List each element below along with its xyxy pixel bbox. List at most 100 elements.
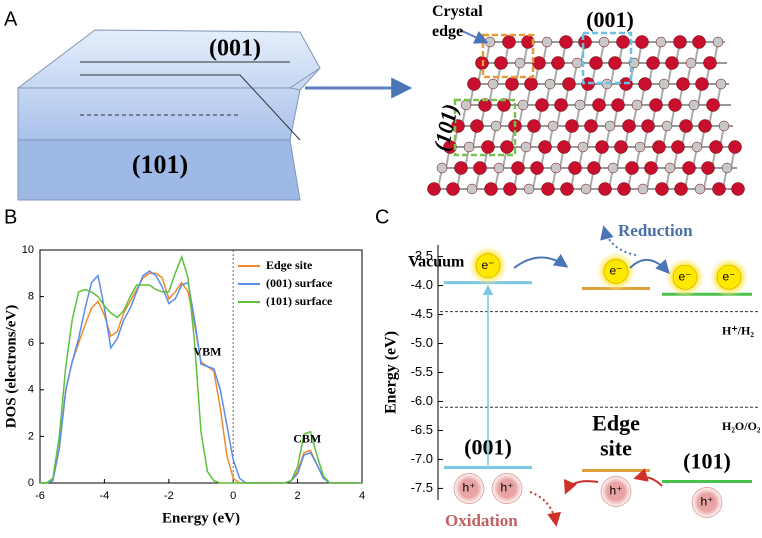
atom — [446, 182, 460, 196]
atom — [595, 140, 609, 154]
atom — [524, 77, 538, 91]
y-tick-label: -3.5 — [411, 248, 433, 263]
atom — [701, 161, 715, 175]
atom — [473, 161, 487, 175]
electron-core — [475, 253, 501, 278]
atom — [538, 140, 552, 154]
atom — [682, 161, 696, 175]
atom — [481, 140, 495, 154]
atom — [541, 36, 553, 48]
atom — [709, 140, 723, 154]
y-tick-label: -6.5 — [411, 422, 433, 437]
legend-label: (101) surface — [266, 294, 333, 308]
y-tick-label: -4.0 — [411, 277, 433, 292]
y-tick-label: -4.5 — [411, 306, 433, 321]
hole-label: h⁺ — [700, 495, 713, 509]
atom — [631, 99, 643, 111]
atom — [731, 182, 745, 196]
atom — [484, 182, 498, 196]
atom — [712, 182, 726, 196]
atom — [598, 36, 610, 48]
atom — [634, 141, 646, 153]
edge-arrow — [459, 29, 489, 44]
hole-label: h⁺ — [609, 484, 622, 498]
atom — [574, 99, 586, 111]
atom — [463, 141, 475, 153]
atom — [568, 161, 582, 175]
atom — [688, 99, 700, 111]
annotation: CBM — [293, 432, 321, 446]
annotation: VBM — [193, 344, 221, 358]
atom — [565, 119, 579, 133]
atom — [505, 77, 519, 91]
electron-label: e⁻ — [678, 269, 691, 283]
face-label: (101) — [132, 150, 188, 179]
electron-core — [716, 264, 742, 290]
crystal — [17, 29, 413, 201]
transfer-arrow — [563, 478, 599, 495]
panel-label: A — [4, 8, 18, 30]
atom — [578, 35, 592, 49]
atom — [611, 98, 625, 112]
x-tick-label: -6 — [35, 490, 45, 502]
atom — [649, 98, 663, 112]
atom — [467, 77, 481, 91]
reduction-label: Reduction — [618, 221, 693, 240]
hole — [600, 476, 632, 507]
atom — [500, 140, 514, 154]
atom — [530, 161, 544, 175]
atom — [676, 77, 690, 91]
transfer-arrow — [629, 259, 670, 275]
dos-line — [40, 254, 362, 484]
atom — [646, 56, 660, 70]
atom — [671, 140, 685, 154]
atom — [694, 183, 706, 195]
atom — [484, 36, 496, 48]
x-tick-label: -4 — [100, 490, 110, 502]
atom — [559, 35, 573, 49]
atom — [584, 119, 598, 133]
y-tick-label: 8 — [28, 291, 34, 303]
electron-label: e⁻ — [609, 264, 622, 278]
atom — [712, 36, 724, 48]
atom — [658, 78, 670, 90]
atom — [695, 77, 709, 91]
atom — [541, 182, 555, 196]
y-tick-label: 10 — [22, 244, 34, 256]
hole — [691, 487, 723, 518]
atom — [571, 57, 583, 69]
atom — [466, 183, 478, 195]
atom — [478, 98, 492, 112]
y-tick-label: -7.0 — [411, 451, 433, 466]
atom — [728, 140, 742, 154]
atom — [550, 162, 562, 174]
atom — [514, 57, 526, 69]
atom — [679, 119, 693, 133]
reference-label: H₂O/O₂ — [722, 419, 761, 433]
atom — [511, 161, 525, 175]
atom — [617, 182, 631, 196]
atom — [721, 162, 733, 174]
atom — [443, 140, 457, 154]
atom — [592, 98, 606, 112]
atom — [517, 99, 529, 111]
atom — [532, 56, 546, 70]
atom — [655, 182, 669, 196]
y-tick-label: 0 — [28, 477, 34, 489]
atom — [560, 182, 574, 196]
face-label: (101) — [428, 102, 462, 154]
y-tick-label: -6.0 — [411, 393, 433, 408]
atom — [562, 77, 576, 91]
atom — [616, 35, 630, 49]
atom — [580, 183, 592, 195]
atom — [427, 182, 441, 196]
electron-label: e⁻ — [722, 269, 735, 283]
atom — [638, 77, 652, 91]
atom — [641, 119, 655, 133]
atom — [622, 119, 636, 133]
atom — [635, 35, 649, 49]
plot-frame — [39, 249, 363, 484]
transfer-arrow — [513, 253, 569, 269]
